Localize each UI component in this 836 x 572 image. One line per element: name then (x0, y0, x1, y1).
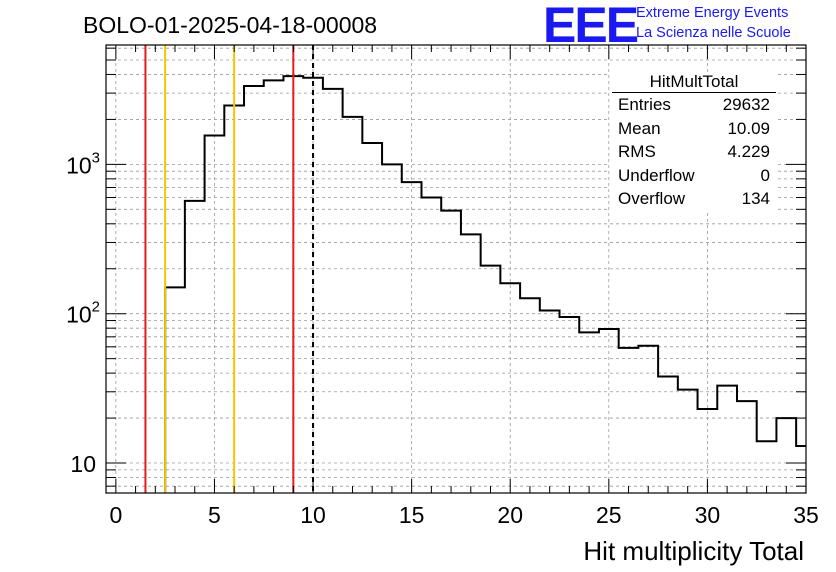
x-tick-label: 25 (596, 502, 622, 528)
x-tick-label: 35 (793, 502, 819, 528)
stats-row-rms: RMS 4.229 (610, 140, 778, 164)
eee-logo: EEE (543, 0, 639, 53)
stats-box: HitMultTotal Entries 29632 Mean 10.09 RM… (610, 72, 778, 211)
logo-line-2: La Scienza nelle Scuole (636, 25, 791, 41)
x-tick-label: 10 (300, 502, 326, 528)
stats-row-underflow: Underflow 0 (610, 164, 778, 188)
x-tick-label: 20 (497, 502, 523, 528)
stats-row-mean: Mean 10.09 (610, 117, 778, 141)
stats-value: 0 (760, 165, 770, 185)
stats-value: 4.229 (727, 142, 770, 161)
stats-value: 10.09 (727, 118, 770, 138)
stats-row-overflow: Overflow 134 (610, 187, 778, 211)
x-tick-label: 5 (208, 502, 221, 528)
y-tick-label: 103 (66, 149, 100, 178)
x-tick-label: 15 (399, 502, 425, 528)
x-tick-label: 0 (109, 502, 122, 528)
stats-label: Entries (618, 95, 671, 114)
stats-label: Underflow (618, 165, 695, 185)
logo-line-1: Extreme Energy Events (636, 5, 789, 21)
stats-label: Overflow (618, 189, 686, 208)
histogram-outline (164, 75, 806, 493)
x-axis-label: Hit multiplicity Total (583, 536, 804, 566)
stats-label: Mean (618, 118, 661, 138)
x-tick-label: 30 (695, 502, 721, 528)
stats-label: RMS (618, 142, 656, 161)
stats-value: 29632 (722, 95, 770, 114)
y-tick-label: 102 (66, 299, 100, 328)
stats-title: HitMultTotal (612, 72, 776, 93)
run-title: BOLO-01-2025-04-18-00008 (83, 12, 378, 38)
y-tick-label: 10 (70, 451, 96, 477)
stats-value: 134 (741, 189, 770, 208)
stats-row-entries: Entries 29632 (610, 93, 778, 117)
